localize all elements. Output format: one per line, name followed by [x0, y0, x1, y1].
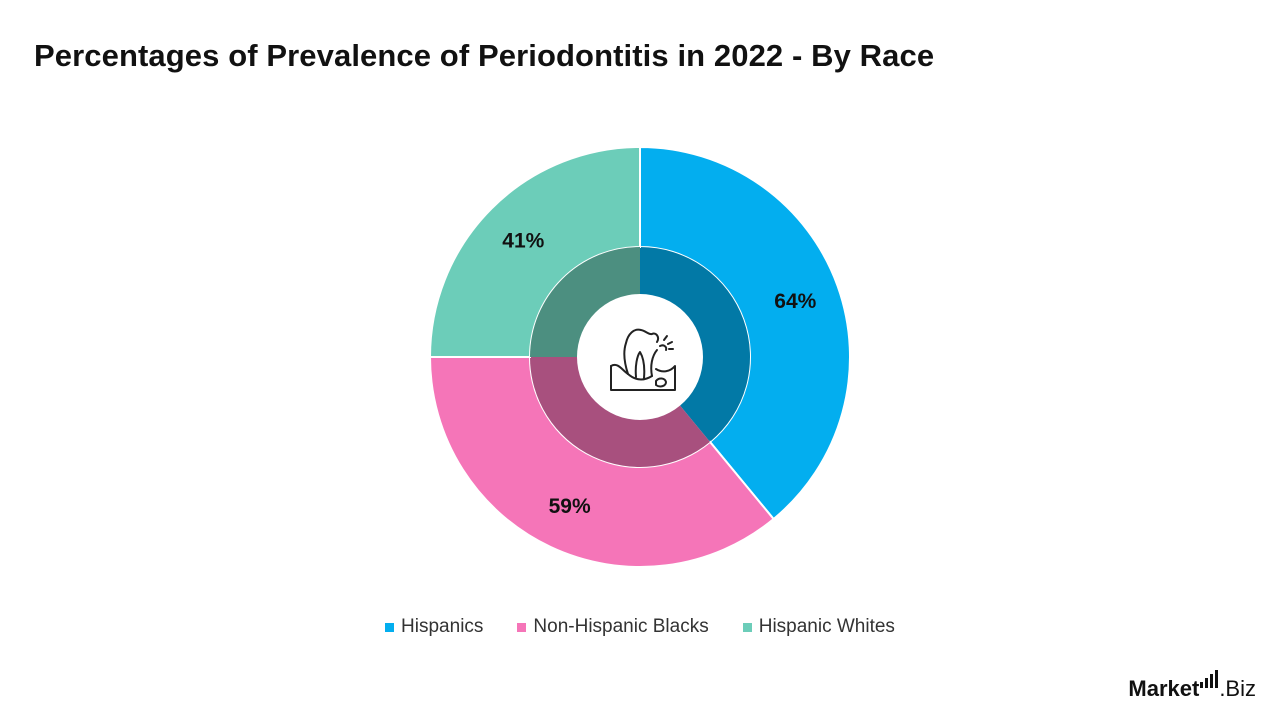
data-label-hispanic-whites: 41%	[502, 229, 544, 252]
legend-swatch	[742, 622, 752, 632]
chart-title: Percentages of Prevalence of Periodontit…	[34, 38, 935, 73]
brand-logo: Market .Biz	[1128, 670, 1256, 702]
data-label-hispanics: 64%	[774, 290, 816, 313]
legend-label: Hispanics	[401, 616, 484, 637]
legend-item-non-hispanic-blacks[interactable]: Non-Hispanic Blacks	[517, 616, 709, 638]
brand-suffix: .Biz	[1219, 676, 1256, 701]
donut-labels: 64% 59% 41%	[502, 229, 816, 518]
legend-swatch	[517, 622, 527, 632]
chart-legend: Hispanics Non-Hispanic Blacks Hispanic W…	[0, 616, 1280, 638]
bar-chart-icon	[1200, 670, 1219, 688]
legend-item-hispanic-whites[interactable]: Hispanic Whites	[742, 616, 895, 638]
donut-hole	[577, 294, 703, 420]
data-label-non-hispanic-blacks: 59%	[549, 495, 591, 518]
brand-name: Market	[1128, 676, 1200, 701]
legend-item-hispanics[interactable]: Hispanics	[385, 616, 483, 638]
legend-swatch	[385, 622, 395, 632]
tooth-gum-icon	[610, 328, 676, 391]
legend-label: Hispanic Whites	[758, 616, 895, 637]
legend-label: Non-Hispanic Blacks	[533, 616, 709, 637]
